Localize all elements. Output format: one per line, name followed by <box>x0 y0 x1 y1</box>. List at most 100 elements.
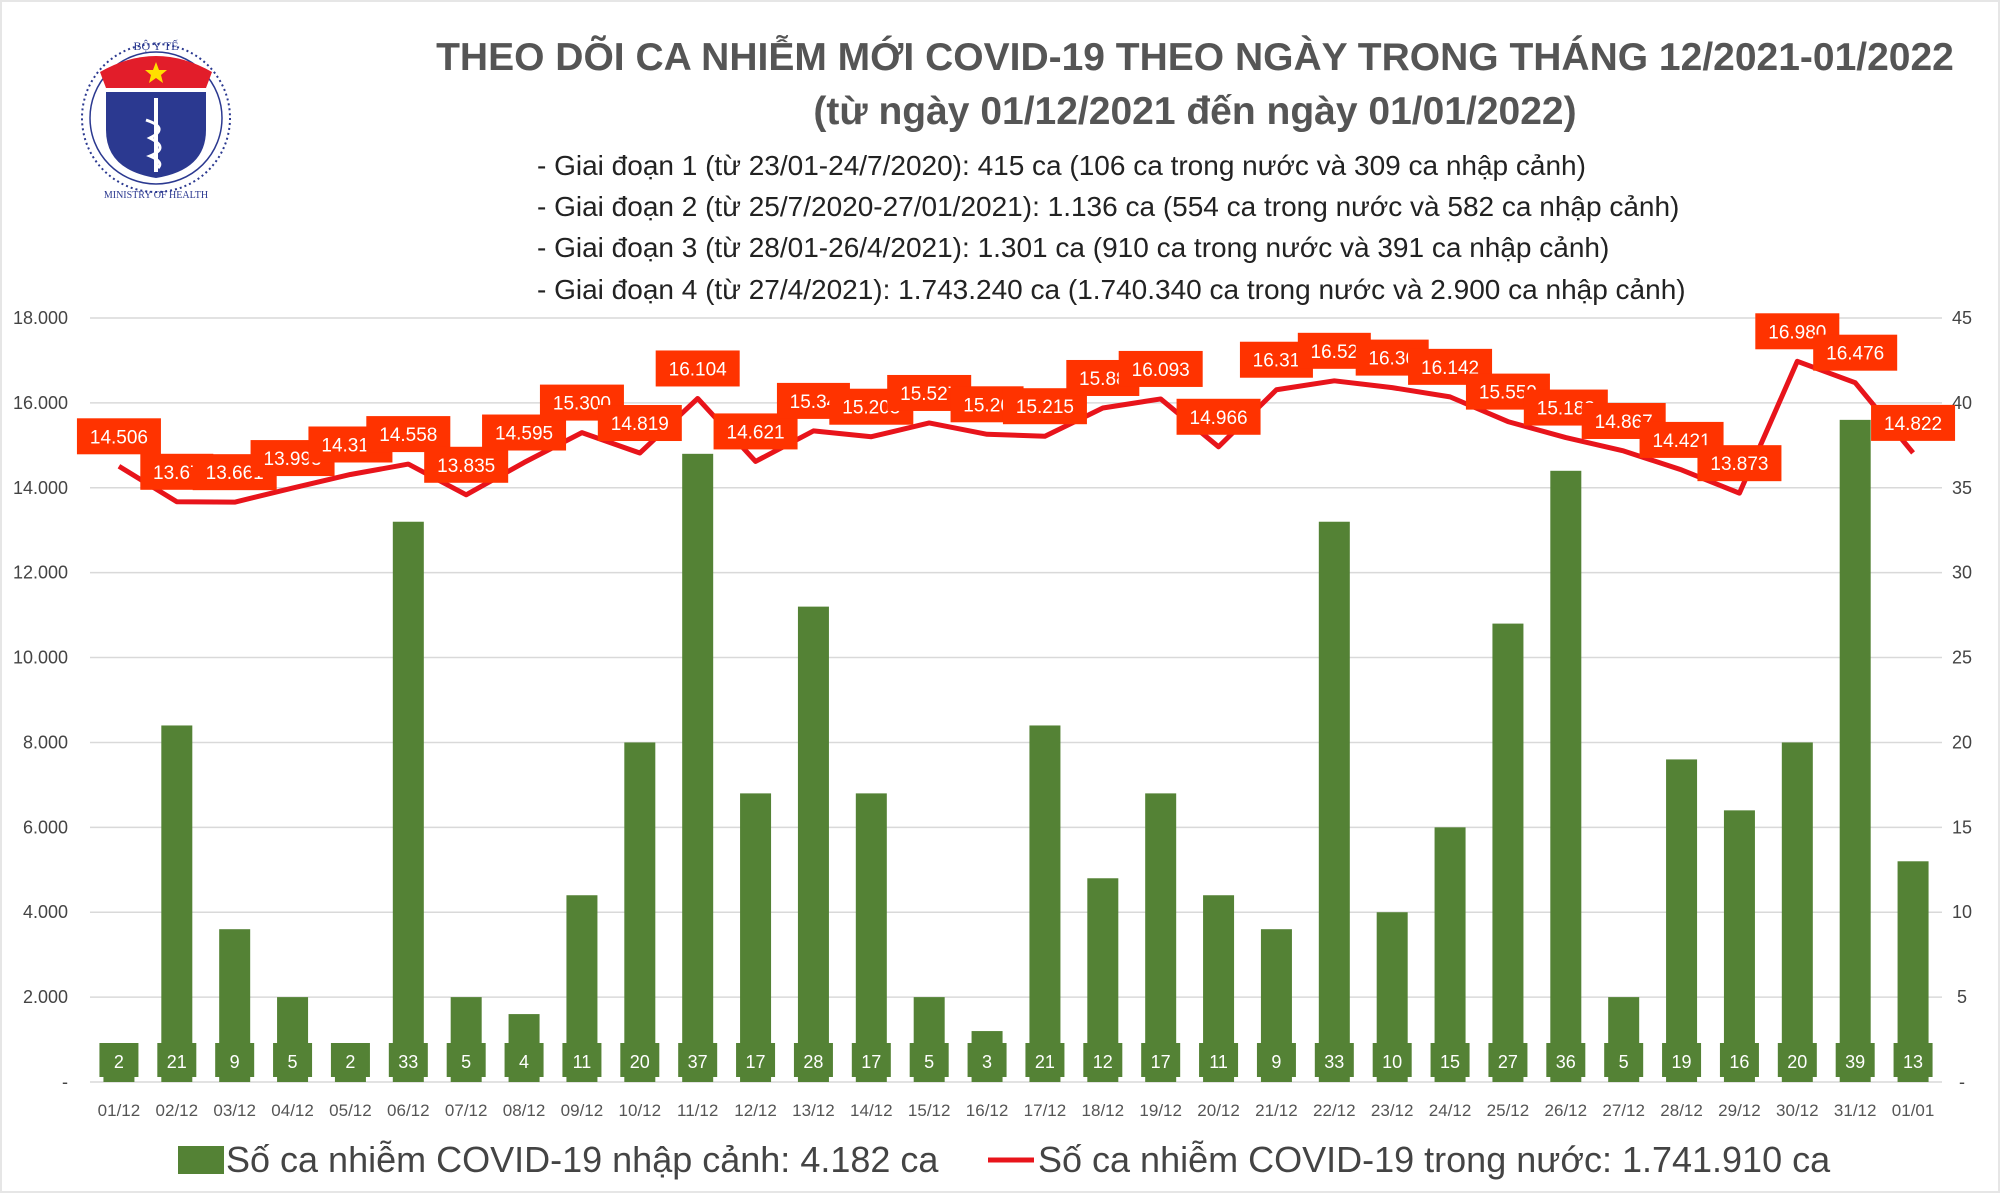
bar-data-label: 9 <box>230 1052 240 1072</box>
left-axis-tick: 16.000 <box>13 393 68 413</box>
bar-label-box <box>1604 1043 1644 1077</box>
bar-label-box <box>851 1043 891 1077</box>
right-axis-tick: 20 <box>1952 732 1972 752</box>
bar-data-label: 10 <box>1382 1052 1402 1072</box>
bar-label-box <box>1314 1043 1354 1077</box>
bar-label-box <box>1083 1043 1123 1077</box>
bar <box>1839 419 1871 1082</box>
bar-data-label: 17 <box>1151 1052 1171 1072</box>
bar-label-box <box>1256 1043 1296 1077</box>
bar-label-box <box>1199 1043 1239 1077</box>
x-axis-tick: 05/12 <box>329 1101 372 1120</box>
x-axis-tick: 23/12 <box>1371 1101 1414 1120</box>
line-label-box <box>76 418 161 455</box>
line-data-label: 14.421 <box>1653 431 1711 452</box>
bar-data-label: 2 <box>114 1052 124 1072</box>
ministry-logo: BỘ Y TẾ MINISTRY OF HEALTH <box>81 38 231 201</box>
right-axis-tick: - <box>1959 1072 1965 1092</box>
line-data-label: 15.559 <box>1479 383 1537 404</box>
bar <box>1492 623 1524 1082</box>
line-data-label: 14.867 <box>1595 412 1653 433</box>
x-axis-tick: 21/12 <box>1255 1101 1298 1120</box>
line-data-label: 13.873 <box>1710 454 1768 475</box>
phase-3-text: - Giai đoạn 3 (từ 28/01-26/4/2021): 1.30… <box>537 232 1609 263</box>
bar-data-label: 4 <box>519 1052 529 1072</box>
bar <box>1434 827 1466 1082</box>
line-data-label: 14.966 <box>1190 408 1248 429</box>
right-axis-tick: 35 <box>1952 478 1972 498</box>
line-data-label: 16.104 <box>669 359 728 380</box>
line-data-label: 15.215 <box>1016 397 1074 418</box>
x-axis-tick: 10/12 <box>619 1101 662 1120</box>
bar-label-box <box>99 1043 139 1077</box>
x-axis-tick: 29/12 <box>1718 1101 1761 1120</box>
x-axis-tick: 26/12 <box>1545 1101 1588 1120</box>
line-label-box <box>713 413 798 450</box>
line-label-box <box>1176 398 1261 435</box>
x-axis-tick: 22/12 <box>1313 1101 1356 1120</box>
bar-data-label: 28 <box>803 1052 823 1072</box>
x-axis-tick: 20/12 <box>1197 1101 1240 1120</box>
line-label-box <box>1871 404 1956 441</box>
x-axis-tick: 16/12 <box>966 1101 1009 1120</box>
bar-label-box <box>1662 1043 1702 1077</box>
bar-data-label: 15 <box>1440 1052 1460 1072</box>
bar-data-label: 5 <box>924 1052 934 1072</box>
x-axis-tick: 13/12 <box>792 1101 835 1120</box>
bar-data-label: 11 <box>1209 1052 1228 1072</box>
bar-data-label: 19 <box>1672 1052 1692 1072</box>
x-axis-tick: 06/12 <box>387 1101 430 1120</box>
bar-data-label: 20 <box>630 1052 650 1072</box>
line-data-label: 14.595 <box>495 424 553 445</box>
line-data-label: 16.476 <box>1826 344 1884 365</box>
bar-data-label: 27 <box>1498 1052 1518 1072</box>
bar <box>1666 759 1698 1082</box>
line-label-box <box>655 350 740 387</box>
legend-bar-swatch <box>178 1146 224 1174</box>
left-axis-tick: 6.000 <box>23 817 68 837</box>
x-axis-tick: 11/12 <box>677 1101 718 1120</box>
x-axis-tick: 27/12 <box>1602 1101 1645 1120</box>
x-axis-tick: 31/12 <box>1834 1101 1877 1120</box>
bar-label-box <box>1835 1043 1875 1077</box>
legend: Số ca nhiễm COVID-19 nhập cảnh: 4.182 ca… <box>178 1139 1831 1180</box>
line-label-box <box>424 446 509 483</box>
x-axis-tick: 03/12 <box>213 1101 256 1120</box>
left-axis-tick: 12.000 <box>13 563 68 583</box>
bar-data-label: 13 <box>1903 1052 1923 1072</box>
x-axis-tick: 01/01 <box>1892 1101 1935 1120</box>
legend-bar-label: Số ca nhiễm COVID-19 nhập cảnh: 4.182 ca <box>226 1139 939 1180</box>
left-axis-tick: 4.000 <box>23 902 68 922</box>
right-axis-tick: 10 <box>1952 902 1972 922</box>
logo-bottom-text: MINISTRY OF HEALTH <box>104 190 208 201</box>
right-axis-tick: 15 <box>1952 817 1972 837</box>
bar-label-box <box>1893 1043 1933 1077</box>
x-axis-tick: 12/12 <box>734 1101 777 1120</box>
x-axis-tick: 24/12 <box>1429 1101 1472 1120</box>
bar <box>682 453 714 1082</box>
bar-label-box <box>736 1043 776 1077</box>
line-data-label: 15.26 <box>963 395 1011 416</box>
line-data-label: 14.819 <box>611 414 669 435</box>
bar-data-label: 21 <box>1035 1052 1055 1072</box>
bar-label-box <box>793 1043 833 1077</box>
x-axis-tick: 15/12 <box>908 1101 951 1120</box>
bar-label-box <box>1430 1043 1470 1077</box>
bar-data-label: 11 <box>573 1052 592 1072</box>
left-axis-tick: 14.000 <box>13 478 68 498</box>
line-data-label: 16.31 <box>1253 351 1301 372</box>
x-axis-tick: 28/12 <box>1660 1101 1703 1120</box>
line-data-label: 14.313 <box>321 435 379 456</box>
chart-subtitle: (từ ngày 01/12/2021 đến ngày 01/01/2022) <box>813 90 1576 133</box>
line-data-label: 15.34 <box>790 392 838 413</box>
line-series <box>117 358 1915 505</box>
line-data-label: 13.661 <box>206 463 264 484</box>
bar-label-box <box>678 1043 718 1077</box>
bar <box>740 793 772 1082</box>
bar <box>855 793 887 1082</box>
bar-data-label: 9 <box>1271 1052 1281 1072</box>
x-axis-tick: 01/12 <box>98 1101 141 1120</box>
left-axis-tick: 8.000 <box>23 732 68 752</box>
